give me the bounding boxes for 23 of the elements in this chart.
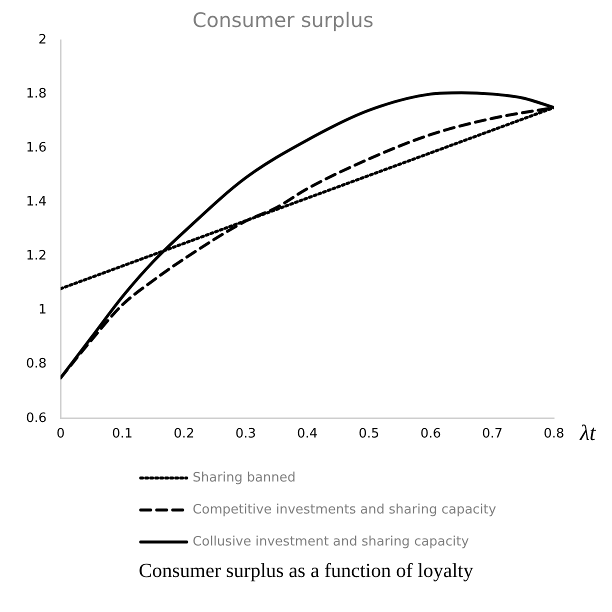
- x-axis-title: λt: [579, 420, 597, 445]
- y-tick-label: 1.6: [26, 140, 47, 156]
- legend-label: Collusive investment and sharing capacity: [192, 534, 470, 550]
- y-tick-label: 2: [38, 32, 47, 48]
- y-tick-label: 0.8: [26, 356, 47, 372]
- legend-label: Competitive investments and sharing capacity: [192, 502, 497, 518]
- chart-title: Consumer surplus: [192, 8, 374, 32]
- y-tick-label: 1.4: [26, 194, 47, 210]
- x-tick-label: 0.3: [235, 426, 256, 442]
- x-tick-label: 0.2: [174, 426, 194, 442]
- x-tick-label: 0.6: [420, 426, 442, 442]
- x-tick-label: 0.5: [358, 426, 380, 442]
- y-tick-label: 1: [38, 302, 47, 318]
- x-tick-label: 0.1: [112, 426, 133, 442]
- legend-label: Sharing banned: [192, 470, 296, 486]
- x-tick-label: 0: [56, 426, 65, 442]
- y-tick-label: 1.2: [26, 248, 47, 264]
- text: Consumer surplus as a function of loyalty: [138, 560, 474, 583]
- y-tick-label: 0.6: [26, 410, 47, 426]
- x-tick-label: 0.7: [482, 426, 503, 442]
- y-tick-label: 1.8: [26, 86, 47, 102]
- x-tick-label: 0.8: [544, 426, 564, 442]
- x-tick-label: 0.4: [296, 426, 318, 442]
